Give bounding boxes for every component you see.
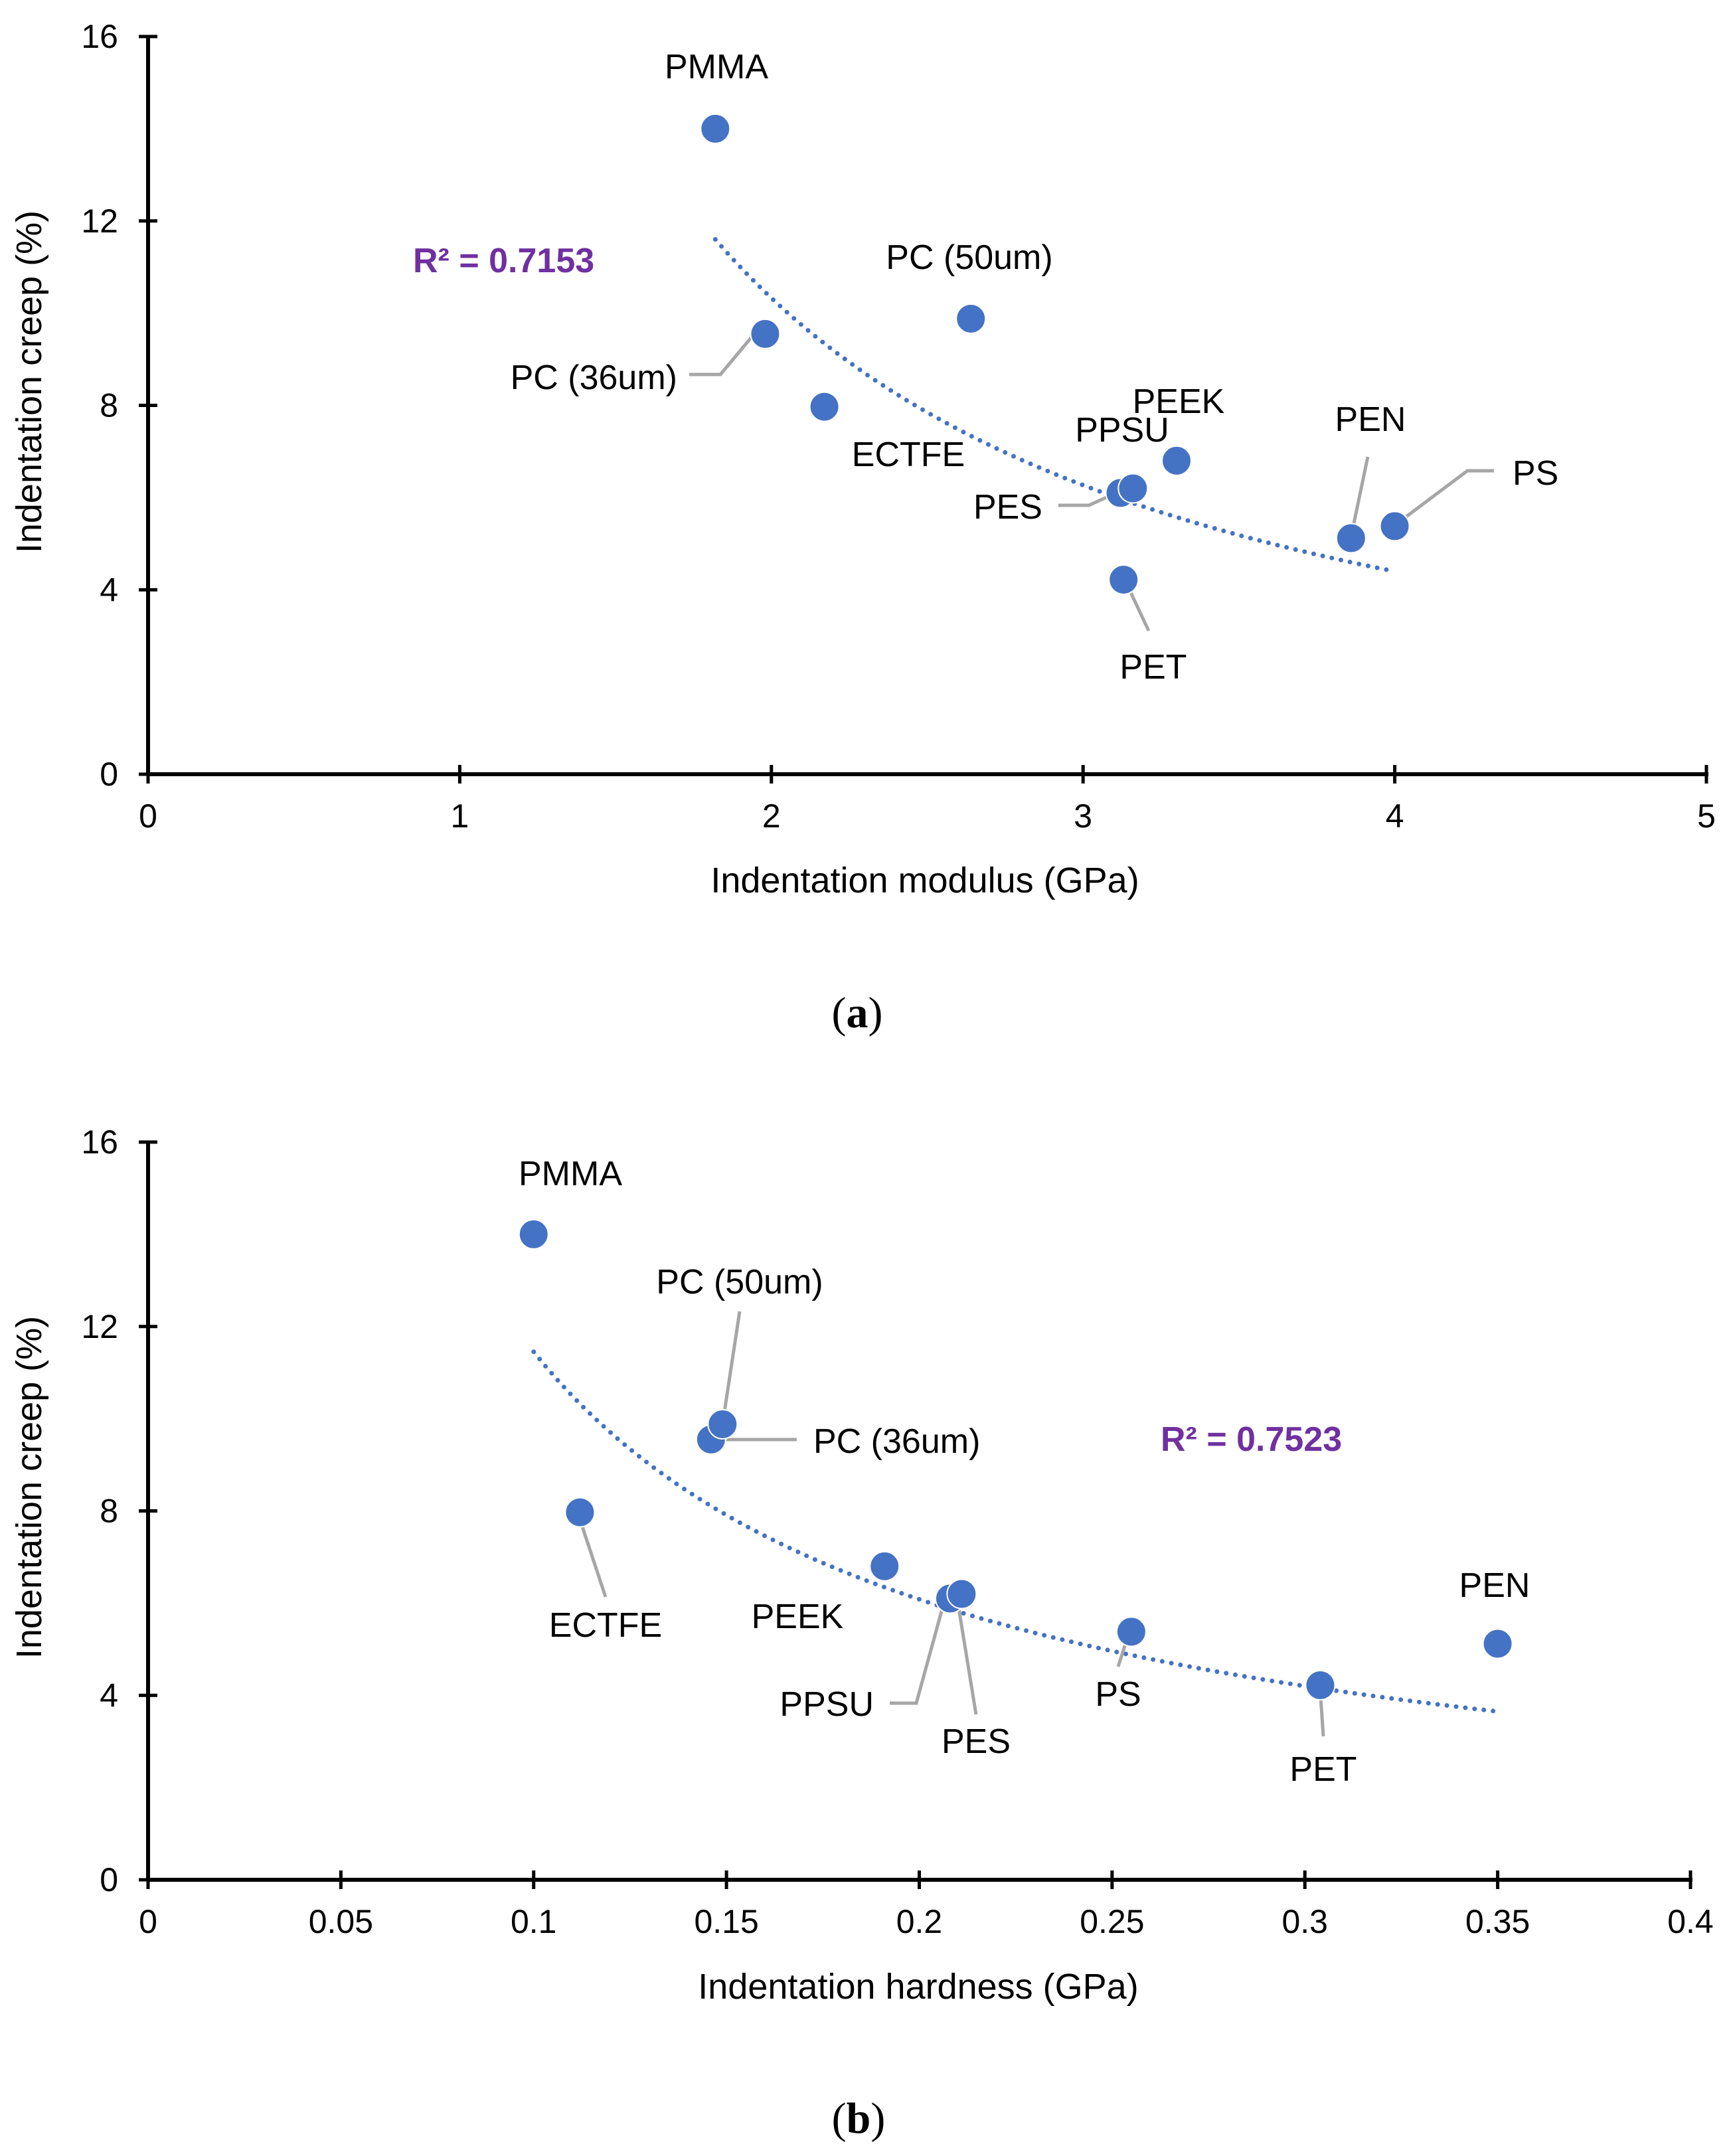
data-point-a xyxy=(1335,523,1366,554)
data-point-b xyxy=(564,1497,596,1528)
data-label-a: PC (50um) xyxy=(886,238,1052,277)
y-tick-label-a: 4 xyxy=(100,571,118,608)
leader-line-b xyxy=(955,1600,978,1715)
data-label-b: PC (36um) xyxy=(813,1422,980,1461)
leader-line-a xyxy=(689,329,758,376)
trendline-b xyxy=(531,1349,1501,1714)
x-tick-label-b: 0.35 xyxy=(1465,1903,1530,1940)
leader-line-b xyxy=(720,1311,742,1426)
y-tick-label-b: 4 xyxy=(100,1677,118,1714)
data-label-b: PC (50um) xyxy=(656,1263,823,1301)
data-label-b: PMMA xyxy=(519,1155,622,1193)
data-label-b: PS xyxy=(1095,1675,1141,1714)
x-axis-title-b: Indentation hardness (GPa) xyxy=(698,1967,1138,2007)
x-tick-label-a: 4 xyxy=(1386,797,1404,835)
data-label-b: PEEK xyxy=(752,1598,844,1636)
x-tick-label-a: 5 xyxy=(1697,797,1716,835)
leader-line-a xyxy=(1392,469,1494,528)
data-label-a: PES xyxy=(973,488,1042,527)
y-tick-label-a: 12 xyxy=(81,203,118,240)
y-axis-title-b: Indentation creep (%) xyxy=(9,1316,49,1659)
data-point-a xyxy=(1161,445,1192,476)
data-point-b xyxy=(1482,1628,1513,1659)
y-tick-label-b: 0 xyxy=(100,1861,118,1898)
y-tick-label-a: 8 xyxy=(100,387,118,424)
trendline-a xyxy=(712,237,1398,574)
data-label-a: PS xyxy=(1513,454,1558,493)
x-tick-label-a: 3 xyxy=(1074,797,1092,835)
y-tick-label-b: 12 xyxy=(81,1308,118,1345)
data-label-a: PC (36um) xyxy=(511,359,677,397)
data-point-a xyxy=(750,318,781,349)
y-tick-label-b: 8 xyxy=(100,1493,118,1530)
data-point-a xyxy=(1117,473,1149,504)
caption-a: (a) xyxy=(832,989,883,1037)
data-point-b xyxy=(946,1578,977,1610)
y-tick-label-a: 0 xyxy=(100,756,118,793)
caption-b: (b) xyxy=(832,2094,886,2143)
x-tick-label-a: 1 xyxy=(450,797,469,835)
x-tick-label-b: 0.15 xyxy=(694,1903,758,1940)
x-axis-title-a: Indentation modulus (GPa) xyxy=(710,861,1139,900)
x-tick-label-b: 0.3 xyxy=(1281,1903,1328,1940)
data-label-a: PPSU xyxy=(1075,411,1169,450)
x-tick-label-b: 0.1 xyxy=(511,1903,557,1940)
data-label-b: PPSU xyxy=(780,1685,874,1724)
data-point-a xyxy=(955,303,987,334)
x-tick-label-a: 0 xyxy=(139,797,157,835)
y-tick-label-b: 16 xyxy=(81,1123,118,1161)
x-tick-label-b: 0.25 xyxy=(1080,1903,1144,1940)
data-label-a: PEEK xyxy=(1133,382,1225,421)
chart-panel-a: Indentation creep (%) Indentation modulu… xyxy=(9,18,1716,1037)
x-tick-label-b: 0.2 xyxy=(896,1903,943,1940)
leader-line-b xyxy=(890,1596,947,1705)
y-tick-label-a: 16 xyxy=(81,18,118,55)
data-point-a xyxy=(809,391,840,422)
data-point-b xyxy=(869,1550,900,1582)
x-tick-label-b: 0 xyxy=(139,1903,157,1940)
data-label-a: PET xyxy=(1119,648,1187,687)
data-point-a xyxy=(1108,564,1139,595)
data-point-b xyxy=(1115,1616,1147,1647)
data-label-a: PEN xyxy=(1335,400,1406,439)
x-tick-label-b: 0.05 xyxy=(309,1903,373,1940)
data-label-a: ECTFE xyxy=(852,436,965,474)
data-point-a xyxy=(1379,511,1410,542)
r-squared-label-a: R² = 0.7153 xyxy=(413,242,594,280)
y-axis-title-a: Indentation creep (%) xyxy=(9,210,49,553)
chart-panel-b: Indentation creep (%) Indentation hardne… xyxy=(9,1123,1714,2143)
data-label-a: PMMA xyxy=(665,48,768,86)
r-squared-label-b: R² = 0.7523 xyxy=(1161,1420,1342,1459)
data-point-b xyxy=(707,1408,738,1440)
data-point-b xyxy=(518,1218,549,1250)
x-tick-label-b: 0.4 xyxy=(1667,1903,1714,1940)
data-point-a xyxy=(700,113,731,144)
x-tick-label-a: 2 xyxy=(762,797,781,835)
data-point-b xyxy=(1305,1669,1336,1700)
data-label-b: PES xyxy=(942,1722,1011,1761)
data-label-b: PET xyxy=(1289,1750,1357,1789)
data-label-b: ECTFE xyxy=(549,1606,662,1645)
data-label-b: PEN xyxy=(1459,1566,1530,1605)
